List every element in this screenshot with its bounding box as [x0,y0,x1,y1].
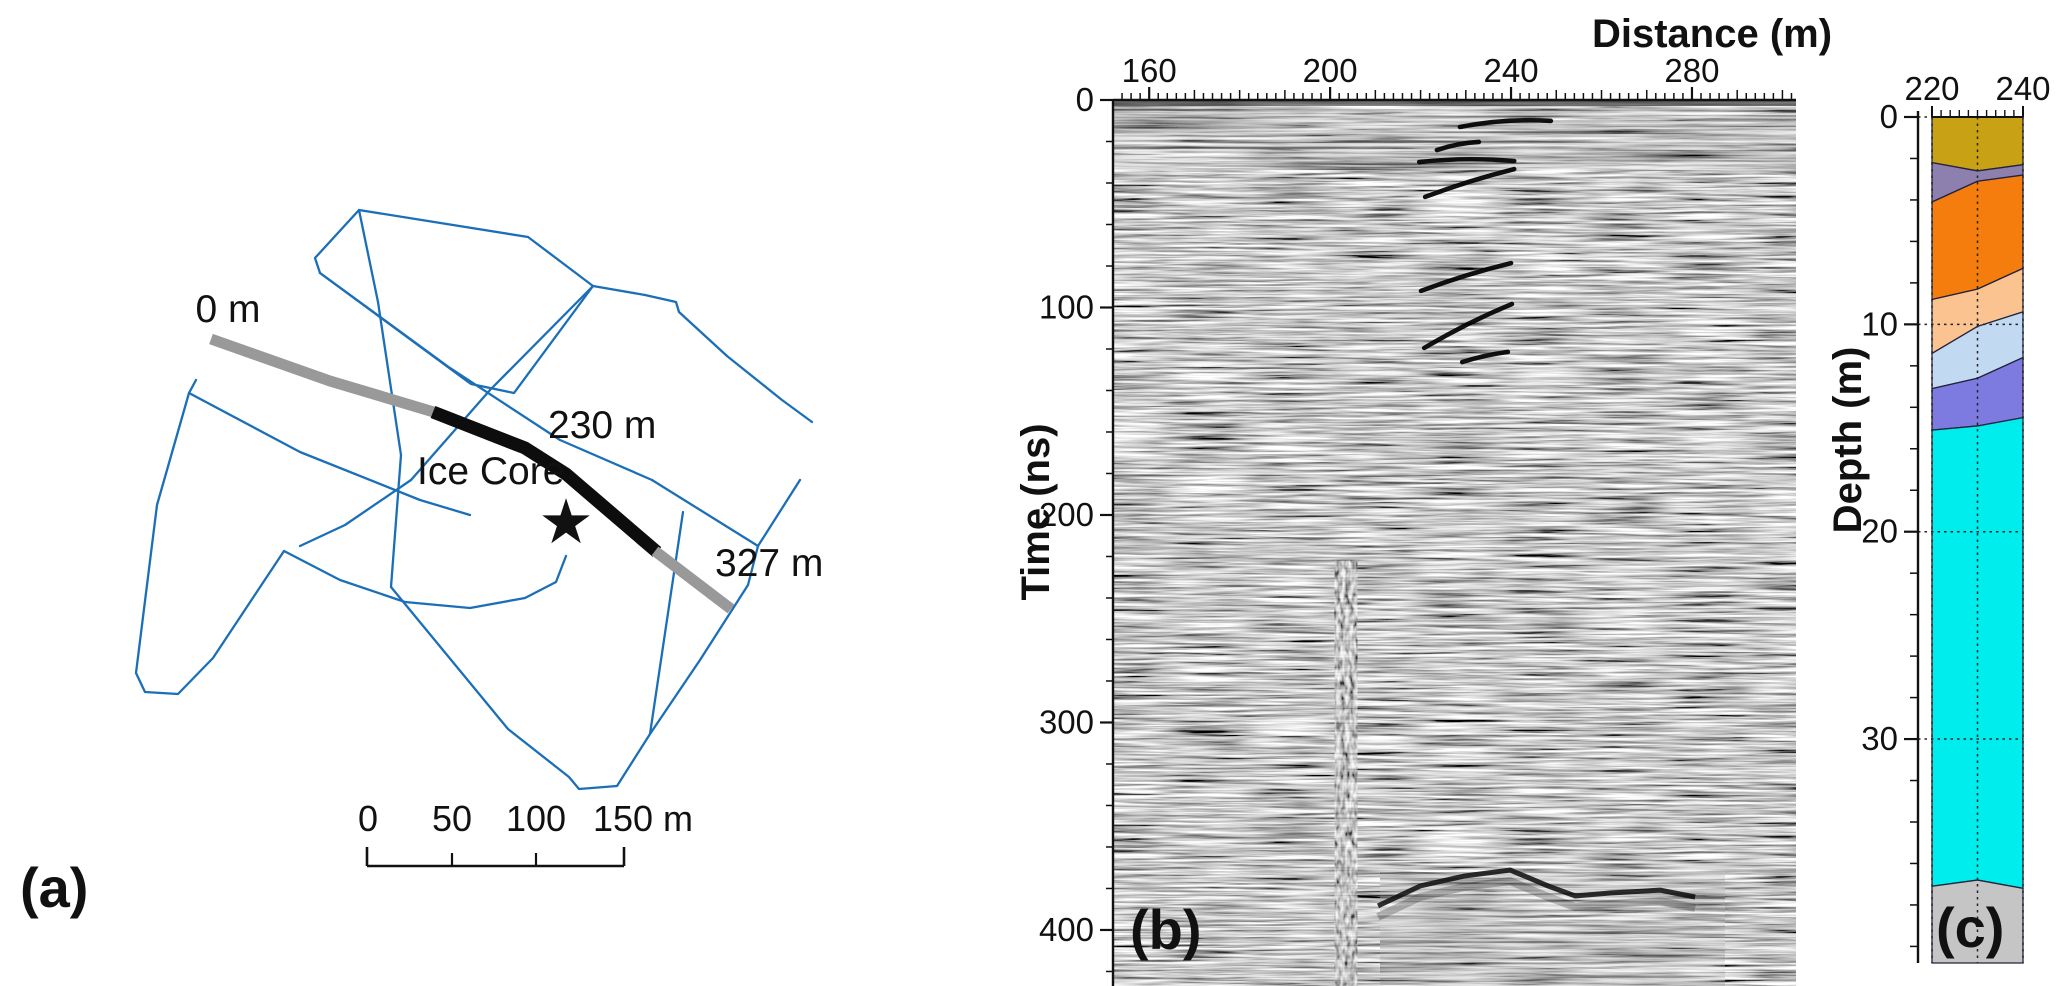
stratigraphy-layers [1931,116,2024,964]
reflector-segment [1459,349,1511,365]
reflector-segment [1434,139,1482,153]
survey-line [648,544,760,736]
scale-bar-label-150m: 150 m [593,798,693,839]
c-y-tick-label: 30 [1861,720,1898,757]
basal-reflector-echo [1376,876,1696,921]
profile-turn-label: 230 m [548,404,656,447]
reflector-segment [1422,166,1517,200]
b-x-tick-label: 160 [1122,52,1177,89]
c-x-tick-label: 240 [1995,70,2050,107]
scale-bar-label-100: 100 [506,798,566,839]
b-y-tick-label: 300 [1039,703,1094,740]
survey-line [187,391,472,517]
profile-start-label: 0 m [195,288,260,331]
c-y-tick-label: 0 [1880,98,1898,135]
b-y-tick-label: 200 [1039,496,1094,533]
panel-c-axes: 220 240 0 10 20 30 [1861,70,2051,963]
survey-line [134,378,568,696]
c-x-tick-label: 220 [1904,70,1959,107]
survey-line [318,271,654,482]
profile-segment-black-highlight [430,405,662,557]
survey-line [591,284,814,424]
time-axis-title: Time (ns) [1014,423,1058,600]
reflector-segment [1457,117,1554,130]
profile-segment-gray-start [209,333,439,419]
ice-core-label: Ice Core [417,450,564,493]
b-y-tick-label: 0 [1076,81,1094,118]
profile-segment-gray-end [651,546,735,614]
panel-c-stratigraphy: 220 240 0 10 20 30 Depth (m) (c) [1826,70,2051,964]
radargram-top-dark-strip [1113,100,1796,106]
scale-bar-label-50: 50 [432,798,472,839]
panel-b-radargram: 160 200 240 280 0 100 200 300 400 Distance (m) T… [1014,12,1832,986]
panel-b-axes: 160 200 240 280 0 100 200 300 400 [1039,52,1796,986]
b-x-tick-label: 240 [1484,52,1539,89]
b-x-tick-label: 200 [1303,52,1358,89]
b-y-tick-label: 100 [1039,288,1094,325]
basal-reflector [1376,867,1696,909]
reflector-segment [1421,301,1515,351]
radargram-noise-texture [1113,100,1796,986]
c-y-tick-label: 20 [1861,513,1898,550]
c-y-tick-label: 10 [1861,305,1898,342]
panel-c-letter: (c) [1936,896,2004,959]
profile-end-label: 327 m [715,542,823,585]
panel-a-map: ★ 0 m 230 m Ice Core 327 m 0 50 100 150 … [20,208,823,919]
b-y-tick-label: 400 [1039,911,1094,948]
ice-core-star-icon: ★ [538,488,594,557]
survey-line [357,208,685,791]
scale-bar-label-0: 0 [358,798,378,839]
survey-line [313,208,595,395]
map-scale-bar [365,847,626,868]
panel-a-letter: (a) [20,856,88,919]
b-x-tick-label: 280 [1664,52,1719,89]
reflector-annotations [1376,117,1696,921]
depth-axis-title: Depth (m) [1826,347,1870,534]
survey-line [650,478,802,548]
reflector-segment [1416,156,1517,165]
panel-b-letter: (b) [1130,898,1202,961]
reflector-segment [1418,260,1514,294]
distance-axis-title: Distance (m) [1592,12,1832,56]
survey-line [298,284,595,548]
vertical-noise-column [1334,560,1358,986]
